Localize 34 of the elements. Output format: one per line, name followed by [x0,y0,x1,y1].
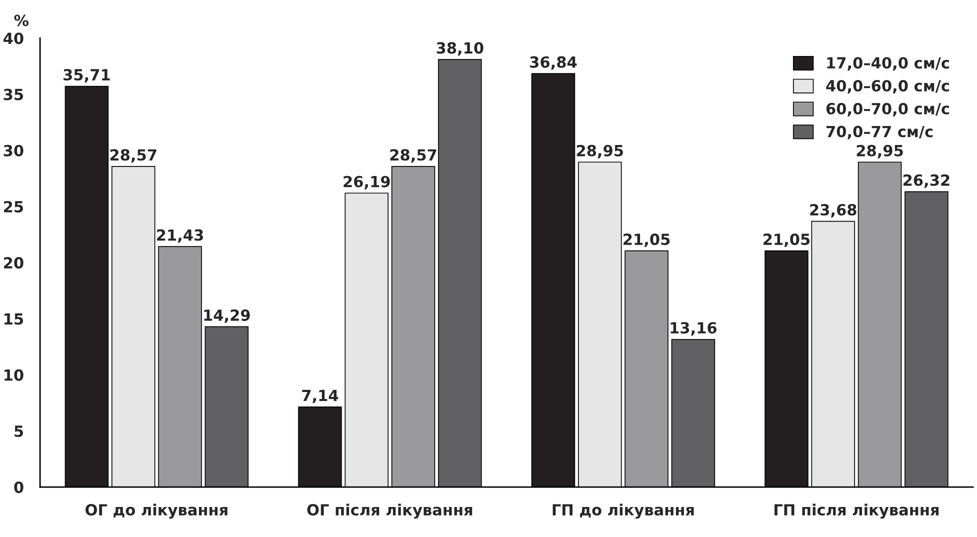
data-label: 28,57 [390,149,436,163]
data-label: 21,05 [764,234,810,248]
x-tick-label: ГП до лікування [552,504,694,519]
x-tick-label: ОГ після лікування [307,504,472,519]
data-label: 14,29 [204,309,250,323]
legend-label: 17,0–40,0 см/с [827,57,949,71]
y-tick-label: 25 [4,200,24,212]
data-label: 28,95 [576,144,623,158]
data-label: 26,19 [344,176,390,190]
data-label: 35,71 [64,68,110,82]
y-tick-label: 15 [4,313,24,325]
x-tick-label: ГП після лікування [774,504,939,519]
data-label: 7,14 [302,390,338,404]
data-label: 36,84 [530,56,577,70]
legend-label: 70,0–77 см/с [826,126,933,140]
data-label: 13,16 [670,322,717,336]
legend-label: 40,0–60,0 см/с [826,80,949,94]
y-tick-label: 20 [4,257,24,269]
x-tick-label: ОГ до лікування [86,504,228,519]
y-tick-label: 35 [4,88,24,100]
data-label: 26,32 [903,174,950,188]
data-label: 21,43 [157,229,203,243]
data-label: 28,95 [856,144,903,158]
y-tick-label: 0 [14,482,24,494]
data-label: 28,57 [110,149,156,163]
y-tick-label: 40 [4,32,24,44]
data-label: 21,05 [624,234,670,248]
y-tick-label: 30 [4,144,24,156]
legend-label: 60,0–70,0 см/с [826,102,949,116]
y-tick-label: 5 [14,426,24,437]
data-label: 23,68 [810,204,856,218]
y-tick-label: 10 [4,369,24,381]
data-label: 38,10 [436,42,484,56]
y-axis-title: % [14,14,29,26]
